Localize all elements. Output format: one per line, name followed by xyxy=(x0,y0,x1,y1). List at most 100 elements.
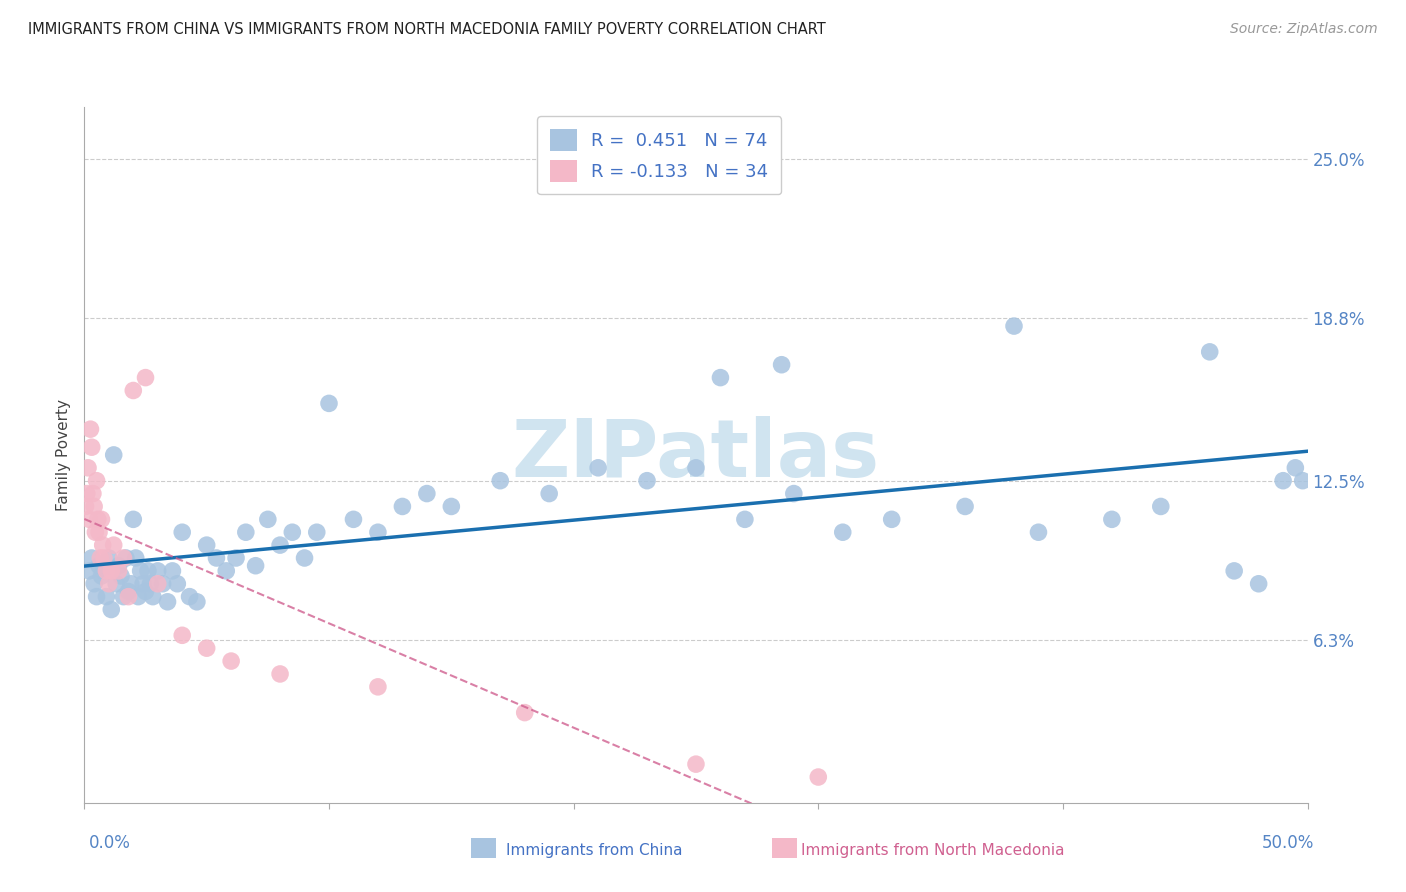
Point xyxy=(107,558,129,573)
Text: 0.0%: 0.0% xyxy=(89,834,131,852)
Point xyxy=(110,569,132,583)
Point xyxy=(186,595,208,609)
Point xyxy=(1150,500,1173,514)
Point xyxy=(440,500,463,514)
Point xyxy=(80,440,103,454)
Point xyxy=(1198,344,1220,359)
Point xyxy=(156,595,179,609)
Point xyxy=(77,564,100,578)
Point xyxy=(125,551,148,566)
Point xyxy=(97,551,120,566)
Point xyxy=(96,590,118,604)
Point xyxy=(195,641,218,656)
Point xyxy=(86,590,108,604)
Point xyxy=(489,474,512,488)
Point xyxy=(77,460,100,475)
Point xyxy=(97,576,120,591)
Point xyxy=(87,525,110,540)
Text: Immigrants from China: Immigrants from China xyxy=(506,843,683,858)
Point xyxy=(305,525,328,540)
Point xyxy=(91,538,114,552)
Point xyxy=(100,564,122,578)
Point xyxy=(257,512,280,526)
Point xyxy=(367,680,389,694)
Point xyxy=(269,667,291,681)
Point xyxy=(342,512,364,526)
Point xyxy=(127,590,149,604)
Point xyxy=(172,628,194,642)
Point xyxy=(96,564,118,578)
Point xyxy=(87,512,110,526)
Point xyxy=(129,564,152,578)
Point xyxy=(195,538,218,552)
Point xyxy=(115,551,138,566)
Point xyxy=(146,564,169,578)
Point xyxy=(685,460,707,475)
Point xyxy=(117,590,139,604)
Point xyxy=(75,500,97,514)
Point xyxy=(76,486,98,500)
Point xyxy=(162,564,184,578)
Legend: R =  0.451   N = 74, R = -0.133   N = 34: R = 0.451 N = 74, R = -0.133 N = 34 xyxy=(537,116,782,194)
Text: Source: ZipAtlas.com: Source: ZipAtlas.com xyxy=(1230,22,1378,37)
Point xyxy=(120,576,142,591)
Point xyxy=(685,757,707,772)
Point xyxy=(770,358,793,372)
Point xyxy=(215,564,238,578)
Point xyxy=(281,525,304,540)
Point xyxy=(1223,564,1246,578)
Point xyxy=(318,396,340,410)
Y-axis label: Family Poverty: Family Poverty xyxy=(56,399,72,511)
Text: 50.0%: 50.0% xyxy=(1263,834,1315,852)
Point xyxy=(1292,474,1315,488)
Point xyxy=(80,551,103,566)
Point xyxy=(416,486,439,500)
Point xyxy=(586,460,609,475)
Point xyxy=(90,569,112,583)
Point xyxy=(142,590,165,604)
Point xyxy=(219,654,242,668)
Point xyxy=(86,474,108,488)
Text: Immigrants from North Macedonia: Immigrants from North Macedonia xyxy=(801,843,1064,858)
Point xyxy=(1284,460,1306,475)
Point xyxy=(105,576,128,591)
Point xyxy=(269,538,291,552)
Point xyxy=(146,576,169,591)
Point xyxy=(122,384,145,398)
Point xyxy=(152,576,174,591)
Point xyxy=(709,370,731,384)
Point xyxy=(100,602,122,616)
Point xyxy=(1247,576,1270,591)
Point xyxy=(245,558,267,573)
Point xyxy=(107,564,129,578)
Point xyxy=(953,500,976,514)
Point xyxy=(1272,474,1295,488)
Text: ZIPatlas: ZIPatlas xyxy=(512,416,880,494)
Point xyxy=(93,564,115,578)
Point xyxy=(1028,525,1050,540)
Point xyxy=(79,422,101,436)
Point xyxy=(513,706,536,720)
Point xyxy=(139,576,162,591)
Point xyxy=(83,500,105,514)
Point xyxy=(136,564,159,578)
Point xyxy=(205,551,228,566)
Point xyxy=(112,590,135,604)
Point xyxy=(1002,319,1025,334)
Point xyxy=(367,525,389,540)
Point xyxy=(93,551,115,566)
Point xyxy=(89,551,111,566)
Point xyxy=(734,512,756,526)
Point xyxy=(103,538,125,552)
Point xyxy=(83,576,105,591)
Point xyxy=(235,525,257,540)
Point xyxy=(225,551,247,566)
Point xyxy=(135,370,157,384)
Point xyxy=(135,584,157,599)
Point xyxy=(636,474,658,488)
Point xyxy=(112,551,135,566)
Point xyxy=(82,486,104,500)
Point xyxy=(166,576,188,591)
Point xyxy=(783,486,806,500)
Point xyxy=(90,512,112,526)
